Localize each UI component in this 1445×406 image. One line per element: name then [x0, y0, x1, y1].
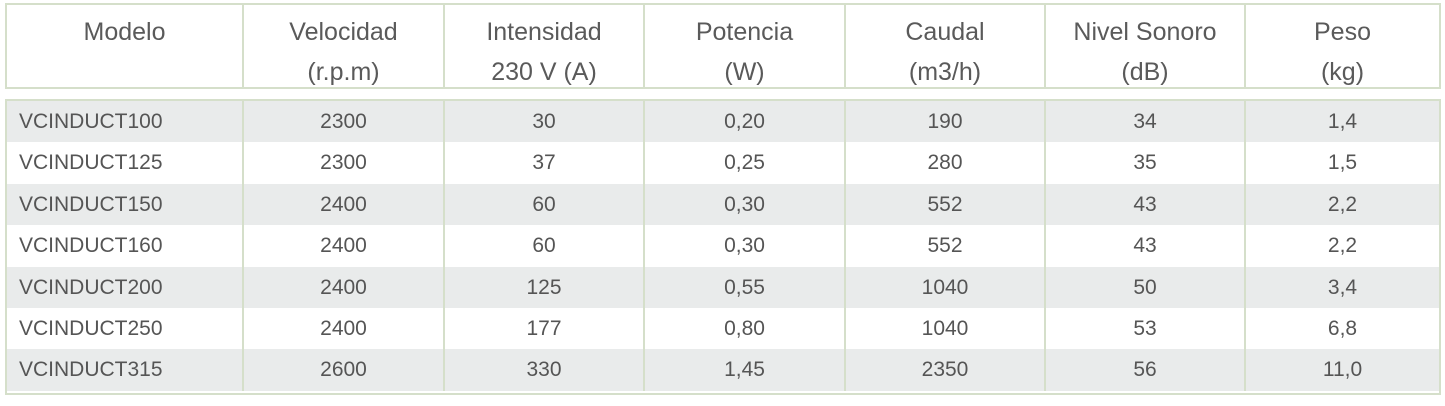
header-label: Caudal — [905, 18, 985, 46]
cell-nivel-sonoro: 43 — [1046, 183, 1246, 226]
cell-potencia: 0,55 — [645, 266, 846, 308]
table-row: VCINDUCT200 2400 125 0,55 1040 50 3,4 — [7, 266, 1439, 308]
cell-modelo: VCINDUCT160 — [7, 225, 244, 267]
cell-potencia: 1,45 — [645, 349, 846, 391]
table-row: VCINDUCT160 2400 60 0,30 552 43 2,2 — [7, 225, 1439, 267]
header-label: Modelo — [83, 18, 166, 46]
header-unit: (W) — [724, 58, 765, 86]
header-intensidad: Intensidad 230 V (A) — [445, 5, 645, 87]
cell-potencia: 0,30 — [645, 183, 846, 226]
header-velocidad: Velocidad (r.p.m) — [244, 5, 445, 87]
cell-peso: 1,4 — [1327, 110, 1358, 133]
header-label: Peso — [1314, 18, 1371, 46]
cell-potencia: 0,20 — [645, 101, 846, 143]
cell-potencia: 0,80 — [645, 307, 846, 350]
cell-caudal: 2350 — [846, 349, 1046, 391]
cell-velocidad: 2300 — [244, 142, 445, 184]
header-unit: (m3/h) — [908, 58, 982, 86]
cell-intensidad: 177 — [445, 307, 645, 350]
header-unit: (r.p.m) — [307, 58, 380, 86]
cell-caudal: 1040 — [846, 266, 1046, 308]
table-row: VCINDUCT100 2300 30 0,20 190 34 1,4 — [7, 101, 1439, 143]
header-label: Intensidad — [486, 18, 602, 46]
header-label: Velocidad — [289, 18, 398, 46]
cell-caudal: 280 — [846, 142, 1046, 184]
table-header: Modelo Velocidad (r.p.m) Intensidad 230 … — [5, 3, 1441, 89]
cell-nivel-sonoro: 35 — [1046, 142, 1246, 184]
cell-nivel-sonoro: 50 — [1046, 266, 1246, 308]
header-caudal: Caudal (m3/h) — [846, 5, 1046, 87]
cell-peso: 2,2 — [1327, 192, 1358, 216]
cell-modelo: VCINDUCT250 — [7, 307, 244, 350]
cell-nivel-sonoro: 53 — [1046, 307, 1246, 350]
cell-caudal: 552 — [846, 183, 1046, 226]
cell-velocidad: 2600 — [244, 349, 445, 391]
cell-modelo: VCINDUCT100 — [7, 101, 244, 143]
cell-peso: 1,5 — [1327, 151, 1358, 175]
header-peso: Peso (kg) — [1246, 5, 1439, 87]
header-label: Potencia — [695, 18, 794, 46]
header-modelo: Modelo — [7, 5, 244, 87]
cell-intensidad: 125 — [445, 266, 645, 308]
cell-velocidad: 2300 — [244, 101, 445, 143]
cell-potencia: 0,30 — [645, 225, 846, 267]
cell-nivel-sonoro: 43 — [1046, 225, 1246, 267]
cell-potencia: 0,25 — [645, 142, 846, 184]
cell-caudal: 1040 — [846, 307, 1046, 350]
table-row: VCINDUCT125 2300 37 0,25 280 35 1,5 — [7, 142, 1439, 184]
cell-velocidad: 2400 — [244, 307, 445, 350]
header-label: Nivel Sonoro — [1073, 18, 1217, 46]
cell-caudal: 552 — [846, 225, 1046, 267]
cell-nivel-sonoro: 56 — [1046, 349, 1246, 391]
header-unit: (dB) — [1121, 58, 1169, 86]
cell-peso: 2,2 — [1327, 234, 1358, 258]
cell-peso: 3,4 — [1327, 275, 1358, 299]
cell-modelo: VCINDUCT200 — [7, 266, 244, 308]
cell-modelo: VCINDUCT125 — [7, 142, 244, 184]
cell-velocidad: 2400 — [244, 183, 445, 226]
cell-peso: 6,8 — [1327, 316, 1358, 340]
header-nivel-sonoro: Nivel Sonoro (dB) — [1046, 5, 1246, 87]
cell-intensidad: 37 — [445, 142, 645, 184]
cell-peso: 11,0 — [1322, 358, 1363, 382]
cell-intensidad: 60 — [445, 225, 645, 267]
table-row: VCINDUCT150 2400 60 0,30 552 43 2,2 — [7, 183, 1439, 226]
cell-intensidad: 30 — [445, 101, 645, 143]
cell-nivel-sonoro: 34 — [1046, 101, 1246, 143]
cell-modelo: VCINDUCT150 — [7, 183, 244, 226]
cell-velocidad: 2400 — [244, 266, 445, 308]
cell-caudal: 190 — [846, 101, 1046, 143]
cell-intensidad: 330 — [445, 349, 645, 391]
cell-intensidad: 60 — [445, 183, 645, 226]
table-row: VCINDUCT315 2600 330 1,45 2350 56 11,0 — [7, 349, 1439, 391]
table-row: VCINDUCT250 2400 177 0,80 1040 53 6,8 — [7, 307, 1439, 350]
cell-velocidad: 2400 — [244, 225, 445, 267]
header-unit: 230 V (A) — [491, 58, 597, 86]
table-body: VCINDUCT100 2300 30 0,20 190 34 1,4 VCIN… — [5, 99, 1441, 395]
header-potencia: Potencia (W) — [645, 5, 846, 87]
header-unit: (kg) — [1320, 58, 1365, 86]
cell-modelo: VCINDUCT315 — [7, 349, 244, 391]
header-unit — [7, 51, 242, 91]
